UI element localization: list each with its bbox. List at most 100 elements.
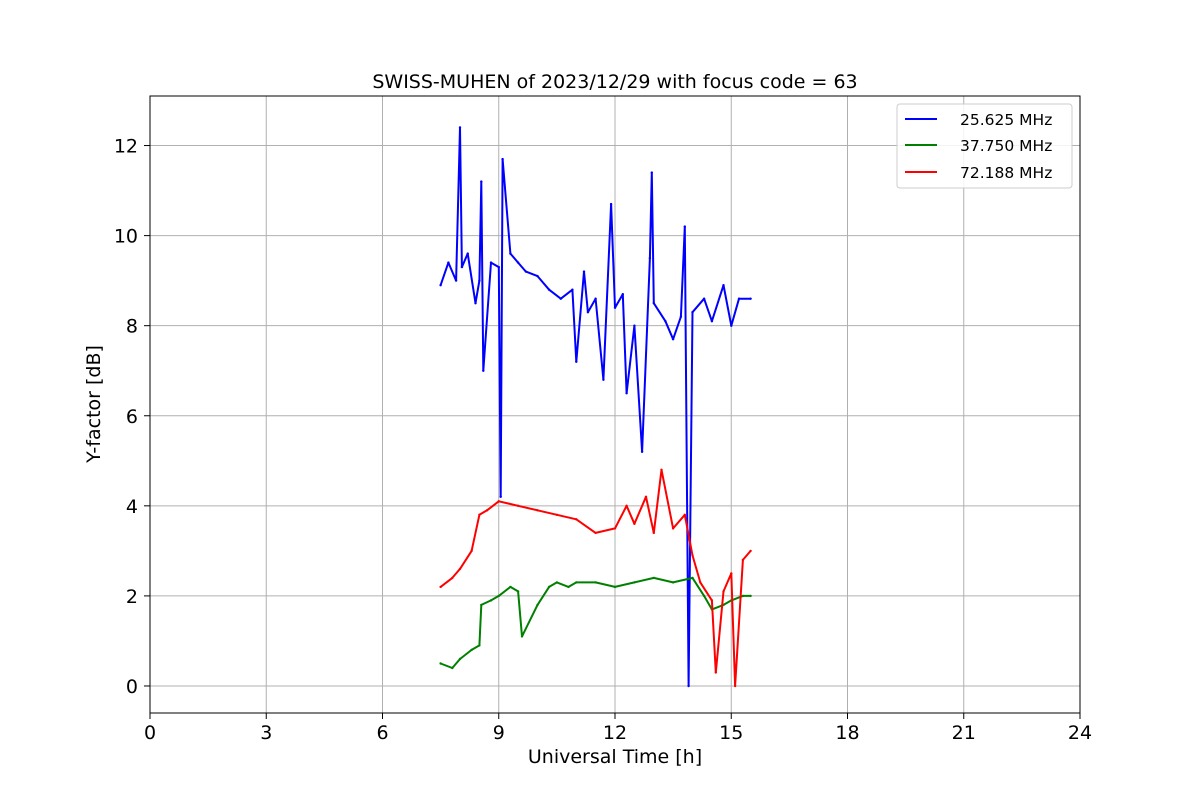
series-2-point <box>714 671 717 674</box>
series-layer <box>439 126 752 688</box>
series-2-point <box>555 513 559 516</box>
series-0-point <box>458 126 462 129</box>
series-0-point <box>536 274 539 278</box>
series-1-point <box>497 594 500 598</box>
series-2-point <box>497 500 500 503</box>
series-2-point <box>730 572 733 575</box>
series-2-point <box>683 513 686 516</box>
series-2-point <box>536 509 539 512</box>
series-0-point <box>730 324 733 327</box>
series-2-point <box>660 468 663 471</box>
series-1-point <box>478 644 481 647</box>
series-0-point <box>650 171 653 174</box>
series-2-point <box>439 585 442 589</box>
legend-label-37-750: 37.750 MHz <box>960 137 1052 155</box>
series-2-point <box>485 509 489 512</box>
series-2-point <box>516 504 520 507</box>
series-2-point <box>451 576 454 580</box>
series-0-point <box>687 684 690 688</box>
y-tick-label: 0 <box>126 676 138 698</box>
y-tick-label: 6 <box>126 406 138 428</box>
series-0-point <box>691 311 694 314</box>
series-1-point <box>555 581 559 584</box>
y-tick-label: 4 <box>126 496 138 518</box>
x-axis-label: Universal Time [h] <box>528 746 702 768</box>
series-0-point <box>679 315 683 318</box>
series-1-point <box>702 594 706 598</box>
y-tick-label: 8 <box>126 316 138 338</box>
x-tick-label: 21 <box>952 722 976 744</box>
series-0-point <box>439 284 442 287</box>
y-tick-label: 12 <box>114 136 138 158</box>
series-0-point <box>633 324 636 327</box>
series-0-point <box>571 288 574 291</box>
y-axis-label: Y-factor [dB] <box>83 345 105 464</box>
series-2-point <box>652 531 655 535</box>
series-0-point <box>516 261 520 264</box>
series-0-point <box>509 252 512 255</box>
series-0-point <box>499 495 502 498</box>
series-0-point <box>640 450 644 453</box>
series-2-point <box>478 513 481 516</box>
series-1-point <box>671 581 675 584</box>
series-0-point <box>559 297 562 300</box>
series-0-point <box>749 297 752 300</box>
series-0-point <box>582 270 586 273</box>
series-0-point <box>547 288 551 291</box>
series-0-point <box>594 297 597 300</box>
series-2-point <box>733 684 737 688</box>
x-tick-label: 9 <box>493 722 505 744</box>
series-1-point <box>575 581 578 584</box>
series-0-point <box>671 338 675 341</box>
series-1-point <box>458 657 462 661</box>
series-2-point <box>671 527 675 530</box>
series-2-point <box>749 549 752 553</box>
x-tick-label: 3 <box>260 722 272 744</box>
chart-title: SWISS-MUHEN of 2023/12/29 with focus cod… <box>372 71 857 93</box>
series-0-point <box>482 369 485 372</box>
series-0-point <box>489 261 493 264</box>
series-2-point <box>470 549 473 553</box>
series-0-point <box>575 360 578 363</box>
series-2-point <box>613 527 617 530</box>
series-2-point <box>458 567 462 571</box>
x-tick-label: 6 <box>376 722 388 744</box>
series-0-point <box>664 320 667 323</box>
series-2-point <box>625 504 628 507</box>
series-1-point <box>439 662 442 665</box>
series-0-point <box>722 284 725 287</box>
series-0-point <box>447 261 450 264</box>
series-0-point <box>586 311 590 314</box>
series-0-point <box>474 302 477 305</box>
series-1-point <box>516 590 520 593</box>
series-1-point <box>520 635 524 638</box>
y-tick-label: 10 <box>114 226 138 248</box>
series-0-point <box>524 270 528 273</box>
series-1-point <box>547 585 551 589</box>
series-0-point <box>710 320 714 323</box>
series-1-point <box>470 648 473 652</box>
x-tick-label: 18 <box>835 722 859 744</box>
series-0-point <box>613 306 617 309</box>
series-1-point <box>594 581 597 584</box>
series-0-point <box>602 378 605 381</box>
series-0-point <box>501 157 504 161</box>
series-2-point <box>722 590 725 593</box>
series-line-1 <box>440 576 751 669</box>
series-2-point <box>699 581 702 584</box>
series-0-point <box>621 293 624 296</box>
series-1-point <box>633 581 636 584</box>
legend-label-25-625: 25.625 MHz <box>960 111 1052 129</box>
x-tick-label: 15 <box>719 722 743 744</box>
series-0-point <box>625 392 628 395</box>
legend: 25.625 MHz 37.750 MHz 72.188 MHz <box>896 103 1073 189</box>
series-2-point <box>575 518 578 521</box>
series-0-point <box>609 202 613 206</box>
series-1-point <box>652 576 655 580</box>
series-0-point <box>454 279 458 282</box>
series-2-point <box>691 554 694 557</box>
series-2-point <box>710 599 714 602</box>
series-1-point <box>691 576 694 580</box>
series-0-point <box>478 279 481 282</box>
